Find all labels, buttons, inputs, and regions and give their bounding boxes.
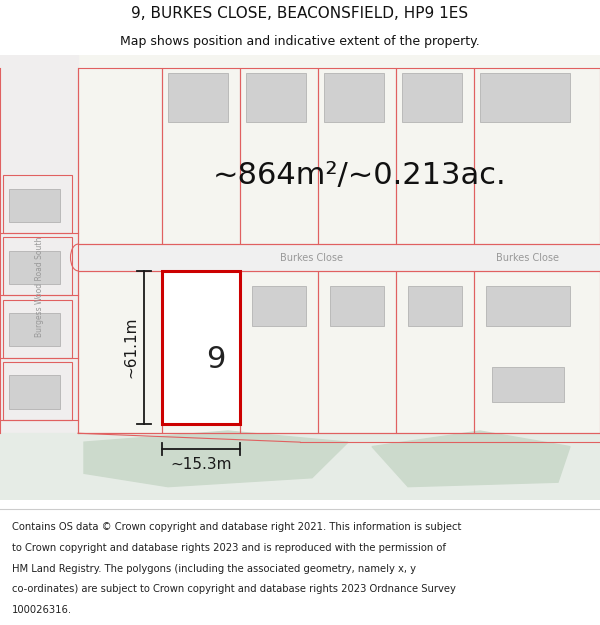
Polygon shape [84, 431, 348, 487]
Text: co-ordinates) are subject to Crown copyright and database rights 2023 Ordnance S: co-ordinates) are subject to Crown copyr… [12, 584, 456, 594]
Bar [162, 271, 240, 433]
Bar [78, 68, 162, 244]
Bar [174, 382, 216, 406]
Bar [9, 376, 60, 409]
Text: ~61.1m: ~61.1m [124, 317, 139, 378]
Bar [402, 72, 462, 122]
Bar [162, 271, 240, 424]
Bar [0, 433, 600, 500]
Bar [3, 362, 72, 420]
Bar [168, 72, 228, 122]
Text: ~864m²/~0.213ac.: ~864m²/~0.213ac. [213, 161, 507, 189]
Bar [168, 280, 222, 316]
Text: Contains OS data © Crown copyright and database right 2021. This information is : Contains OS data © Crown copyright and d… [12, 522, 461, 532]
Bar [396, 68, 474, 244]
Bar [3, 175, 72, 233]
Text: Burkes Close: Burkes Close [497, 253, 560, 263]
Bar [78, 244, 600, 271]
Bar [246, 72, 306, 122]
Bar [3, 300, 72, 358]
Bar [492, 366, 564, 402]
Text: Burgess Wood Road South: Burgess Wood Road South [35, 236, 44, 337]
Bar [474, 68, 600, 244]
Text: 100026316.: 100026316. [12, 605, 72, 615]
Bar [9, 313, 60, 346]
Bar [0, 55, 78, 500]
Text: ~15.3m: ~15.3m [170, 457, 232, 472]
Bar [318, 271, 396, 433]
Text: 9, BURKES CLOSE, BEACONSFIELD, HP9 1ES: 9, BURKES CLOSE, BEACONSFIELD, HP9 1ES [131, 6, 469, 21]
Bar [240, 68, 318, 244]
Text: to Crown copyright and database rights 2023 and is reproduced with the permissio: to Crown copyright and database rights 2… [12, 543, 446, 553]
Bar [240, 271, 318, 433]
Bar [330, 286, 384, 326]
Polygon shape [372, 431, 570, 487]
Bar [9, 251, 60, 284]
Bar [318, 68, 396, 244]
Bar [324, 72, 384, 122]
Bar [480, 72, 570, 122]
Bar [78, 271, 162, 433]
Text: Map shows position and indicative extent of the property.: Map shows position and indicative extent… [120, 35, 480, 48]
Bar [408, 286, 462, 326]
Bar [162, 68, 240, 244]
Text: 9: 9 [206, 346, 226, 374]
Text: HM Land Registry. The polygons (including the associated geometry, namely x, y: HM Land Registry. The polygons (includin… [12, 564, 416, 574]
Bar [252, 286, 306, 326]
Bar [3, 238, 72, 295]
Bar [396, 271, 474, 433]
Text: Burkes Close: Burkes Close [281, 253, 343, 263]
Bar [474, 271, 600, 433]
Bar [9, 189, 60, 222]
Bar [486, 286, 570, 326]
